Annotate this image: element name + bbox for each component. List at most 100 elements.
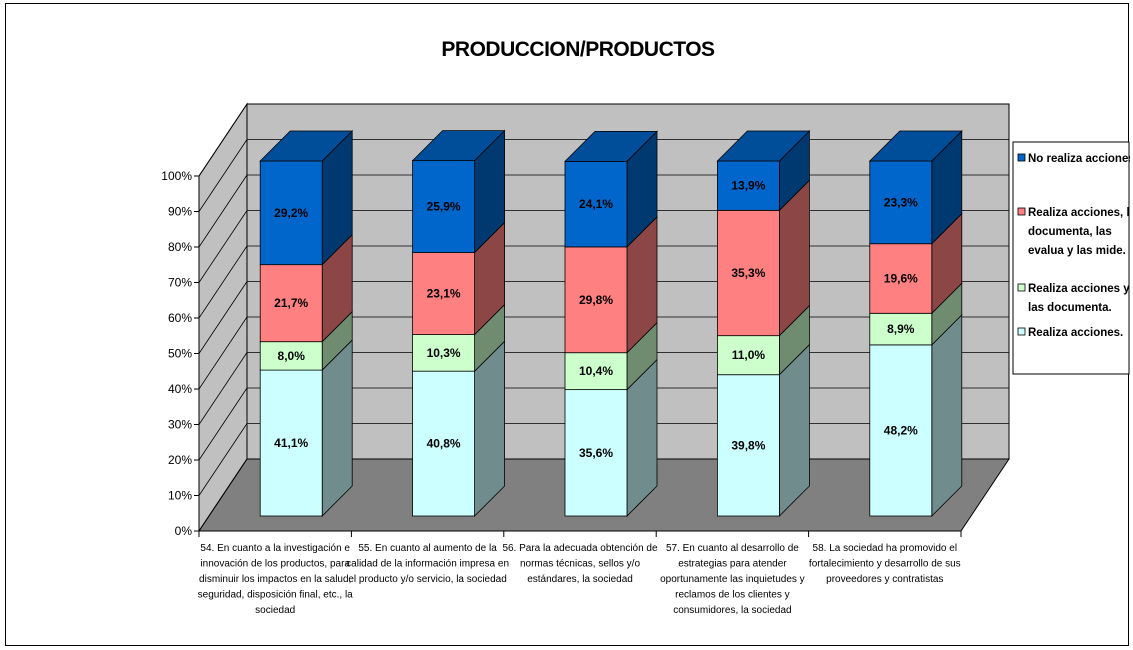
y-tick-label: 100% [161, 169, 192, 183]
data-label: 35,6% [579, 446, 613, 460]
chart-title: PRODUCCION/PRODUCTOS [441, 38, 715, 61]
bar-side-face [931, 313, 963, 517]
data-label: 35,3% [731, 266, 765, 280]
data-label: 41,1% [274, 436, 308, 450]
category-label-line: sociedad [255, 605, 295, 616]
bar-front-face [259, 160, 323, 266]
y-tick-label: 10% [168, 489, 192, 503]
bar-front-face [259, 264, 323, 343]
legend-label: las documenta. [1028, 302, 1112, 314]
bar-segment: 10,3% [412, 303, 506, 373]
gridline-side [198, 103, 248, 177]
y-tick-label: 20% [168, 453, 192, 467]
category-labels: 54. En cuanto a la investigación e innova… [198, 543, 961, 616]
bar-front-face [869, 312, 933, 346]
legend-label: Realiza acciones y [1028, 283, 1130, 295]
bar-top-face [411, 130, 506, 162]
bar-front-face [412, 370, 476, 517]
bar-segment: 35,3% [717, 179, 810, 337]
y-tick-label: 90% [168, 205, 192, 219]
gridline-side [198, 352, 248, 425]
data-label: 40,8% [427, 437, 461, 451]
bar-front-face [412, 334, 476, 372]
bar-front-face [259, 369, 323, 517]
data-label: 8,0% [278, 349, 306, 363]
legend-label: No realiza acciones. [1028, 153, 1130, 165]
category-label-line: 55. En cuanto al aumento de la [358, 543, 497, 554]
data-label: 10,4% [579, 364, 613, 378]
gridline-side [198, 281, 248, 354]
legend-label: evalua y las mide. [1028, 245, 1126, 257]
legend-label: documenta, las [1028, 226, 1112, 238]
bar-segment: 23,1% [412, 221, 506, 336]
category-label-line: calidad de la información impresa en [346, 559, 509, 570]
legend-swatch [1017, 153, 1026, 162]
bar-segment: 19,6% [869, 212, 963, 315]
bar-segment: 41,1% [259, 339, 353, 517]
gridline-side [198, 458, 248, 532]
data-label: 11,0% [732, 348, 766, 362]
legend-swatch [1017, 283, 1026, 292]
data-label: 8,9% [887, 322, 915, 336]
gridline-side [198, 210, 248, 283]
y-tick-label: 30% [168, 418, 192, 432]
bar-segment: 11,0% [717, 304, 810, 376]
gridline-side [198, 245, 248, 319]
bar-segment: 24,1% [564, 130, 658, 248]
bars: 41,1% 8,0% 21,7% 29,2% 40,8% 10,3% 23,1% 25,9% 3… [259, 129, 963, 517]
bar-segment: 21,7% [259, 233, 353, 343]
chart-frame: 0% 10% 20% 30% 40% 50% 60% 70% 80% 90% 100% 41,1% 8… [5, 3, 1130, 646]
legend-label: Realiza acciones, las [1028, 207, 1130, 219]
legend-swatch [1017, 327, 1026, 336]
data-label: 24,1% [579, 197, 613, 211]
bar-front-face [259, 341, 323, 371]
category-label-line: normas técnicas, sellos y/o [520, 559, 640, 570]
legend-swatch [1017, 207, 1026, 216]
bar-front-face [717, 335, 780, 376]
category-label-line: 54. En cuanto a la investigación e [200, 543, 350, 554]
bar-segment: 8,9% [869, 282, 963, 346]
category-label-line: 56. Para la adecuada obtención de [502, 543, 658, 554]
bar-top-face [868, 130, 963, 162]
bar-segment: 48,2% [869, 313, 963, 517]
category-label-line: el producto y/o servicio, la sociedad [348, 574, 506, 585]
bar-front-face [717, 374, 780, 517]
bar-segment: 29,8% [564, 215, 658, 354]
bar-front-face [412, 160, 476, 253]
category-label-line: consumidores, la sociedad [673, 605, 791, 616]
category-label-line: 58. La sociedad ha promovido el [813, 543, 958, 554]
category-label-line: proveedores y contratistas [826, 574, 943, 585]
category-label-line: innovación de los productos, para [200, 559, 350, 570]
bar-segment: 40,8% [412, 340, 506, 517]
bar-front-face [869, 344, 933, 517]
chart-svg: 0% 10% 20% 30% 40% 50% 60% 70% 80% 90% 100% 41,1% 8… [161, 38, 1130, 616]
category-label-line: estrategias para atender [678, 559, 787, 570]
y-axis-ticks: 0% 10% 20% 30% 40% 50% 60% 70% 80% 90% 100% [161, 169, 962, 538]
bar-front-face [869, 160, 933, 245]
bar-front-face [564, 246, 628, 354]
gridline-side [198, 423, 248, 496]
data-label: 10,3% [427, 346, 461, 360]
bar-top-face [564, 130, 658, 162]
y-tick-label: 80% [168, 240, 192, 254]
legend: No realiza acciones. Realiza acciones, la… [1012, 141, 1130, 375]
legend-label: Realiza acciones. [1028, 327, 1123, 339]
y-tick-label: 50% [168, 347, 192, 361]
bar-segment: 10,4% [564, 321, 658, 391]
gridline-side [198, 316, 248, 390]
data-label: 29,2% [274, 206, 308, 220]
bar-segment: 35,6% [564, 358, 658, 517]
bar-side-face [321, 339, 353, 517]
bar-front-face [869, 243, 933, 314]
data-label: 25,9% [427, 200, 461, 214]
y-tick-label: 0% [175, 524, 193, 538]
bar-segment: 23,3% [869, 130, 963, 245]
category-label-line: 57. En cuanto al desarrollo de [666, 543, 799, 554]
legend-box [1012, 141, 1130, 375]
bar-top-face [259, 130, 354, 162]
bar-segment: 29,2% [259, 130, 353, 266]
data-label: 23,1% [427, 287, 461, 301]
category-label-line: reclamos de los clientes y [675, 590, 790, 601]
y-tick-label: 40% [168, 382, 192, 396]
gridline-side [198, 174, 248, 248]
